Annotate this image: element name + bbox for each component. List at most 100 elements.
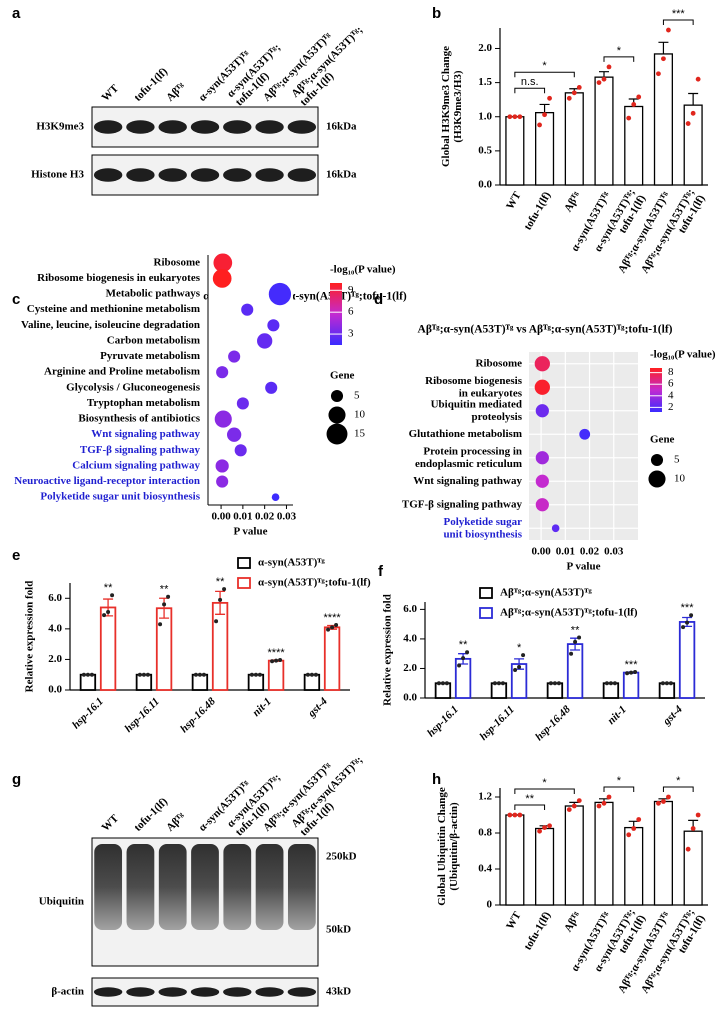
data-point <box>629 670 634 675</box>
legend-swatch <box>237 577 251 589</box>
data-point <box>512 812 518 818</box>
x-tick-label: 0.00 <box>211 511 231 523</box>
bar <box>683 830 703 906</box>
category-label: Ubiquitin mediated proteolysis <box>431 398 523 422</box>
data-point <box>668 681 673 686</box>
y-tick-label: 0.5 <box>478 144 492 156</box>
x-tick-label: hsp-16.11 <box>478 703 517 742</box>
data-point <box>571 803 577 809</box>
bracket <box>603 786 635 792</box>
data-point <box>601 800 607 806</box>
bar <box>535 827 555 906</box>
bubble <box>535 474 549 488</box>
data-point <box>695 812 701 818</box>
data-point <box>685 846 691 852</box>
color-tick-label: 4 <box>668 389 674 401</box>
blot-band <box>190 168 220 182</box>
bar <box>658 682 676 699</box>
data-point <box>666 27 671 33</box>
error-bar <box>215 590 226 615</box>
data-point <box>608 681 613 686</box>
bar <box>155 607 173 691</box>
data-point <box>507 812 513 818</box>
x-tick-label: hsp-16.48 <box>178 695 218 735</box>
size-key-label: 15 <box>354 428 366 440</box>
lane-label: Aβᵀᵍ <box>164 80 188 104</box>
significance: * <box>542 777 547 789</box>
data-point <box>566 807 572 812</box>
data-point <box>158 622 163 627</box>
bubble <box>535 404 549 418</box>
significance: n.s. <box>521 76 539 88</box>
y-tick-label: 1.2 <box>478 791 492 803</box>
panel-label: d <box>374 291 383 308</box>
marker-label: 50kD <box>326 924 351 936</box>
data-point <box>636 817 642 822</box>
bubble <box>228 350 241 363</box>
data-point <box>102 613 107 618</box>
y-tick-label: 4.0 <box>48 622 62 634</box>
category-label: Polyketide sugar unit biosynthesis <box>40 491 200 503</box>
data-point <box>436 681 441 686</box>
blot-smear <box>158 844 187 930</box>
data-point <box>507 114 513 120</box>
blot-band <box>126 168 155 182</box>
data-point <box>547 823 552 829</box>
data-point <box>513 667 518 672</box>
color-tick-label: 9 <box>348 284 354 296</box>
data-point <box>512 114 518 120</box>
bracket <box>514 788 575 794</box>
data-point <box>542 825 547 830</box>
x-tick-label: 0.00 <box>531 546 551 558</box>
blot-band <box>255 168 284 182</box>
bar <box>505 814 525 906</box>
data-point <box>577 635 582 640</box>
data-point <box>606 64 612 70</box>
data-point <box>257 672 262 677</box>
x-tick-label: 0.01 <box>233 511 252 523</box>
category-label: Pyruvate metabolism <box>100 350 200 362</box>
data-point <box>313 672 318 677</box>
size-key-label: 5 <box>674 454 680 466</box>
data-point <box>569 651 574 656</box>
data-point <box>278 658 283 663</box>
data-point <box>656 71 661 77</box>
bubble <box>267 319 280 332</box>
legend-swatch <box>479 607 493 619</box>
x-tick-label: tofu-1(lf) <box>522 909 554 952</box>
category-label: Cysteine and methionine metabolism <box>27 303 200 315</box>
data-point <box>631 102 637 107</box>
blot-band <box>287 987 317 997</box>
lane-label: WT <box>100 82 122 104</box>
y-tick-label: 0 <box>487 899 493 911</box>
blot-band <box>93 168 123 182</box>
x-tick-label: hsp-16.11 <box>123 695 162 734</box>
significance: ** <box>571 624 580 636</box>
data-point <box>110 593 115 598</box>
category-label: Ribosome <box>476 357 523 369</box>
x-tick-label: 0.02 <box>255 511 275 523</box>
bar <box>653 800 673 906</box>
size-key <box>330 389 344 403</box>
data-point <box>106 610 111 615</box>
data-point <box>137 672 142 677</box>
bubble <box>268 282 292 306</box>
blot-smear <box>126 844 155 930</box>
category-label: Ribosome <box>154 256 201 268</box>
data-point <box>537 828 542 834</box>
x-tick-label: WT <box>504 909 524 931</box>
bar <box>323 626 341 691</box>
data-point <box>521 653 526 658</box>
data-point <box>201 672 206 677</box>
bar <box>546 682 564 699</box>
bar <box>624 826 644 906</box>
row-label: β-actin <box>51 986 84 998</box>
panel-label: c <box>12 291 20 308</box>
data-point <box>612 681 617 686</box>
data-point <box>270 659 275 664</box>
bracket <box>662 786 694 792</box>
data-point <box>689 613 694 618</box>
data-point <box>81 672 86 677</box>
data-point <box>305 672 310 677</box>
data-point <box>576 798 582 803</box>
